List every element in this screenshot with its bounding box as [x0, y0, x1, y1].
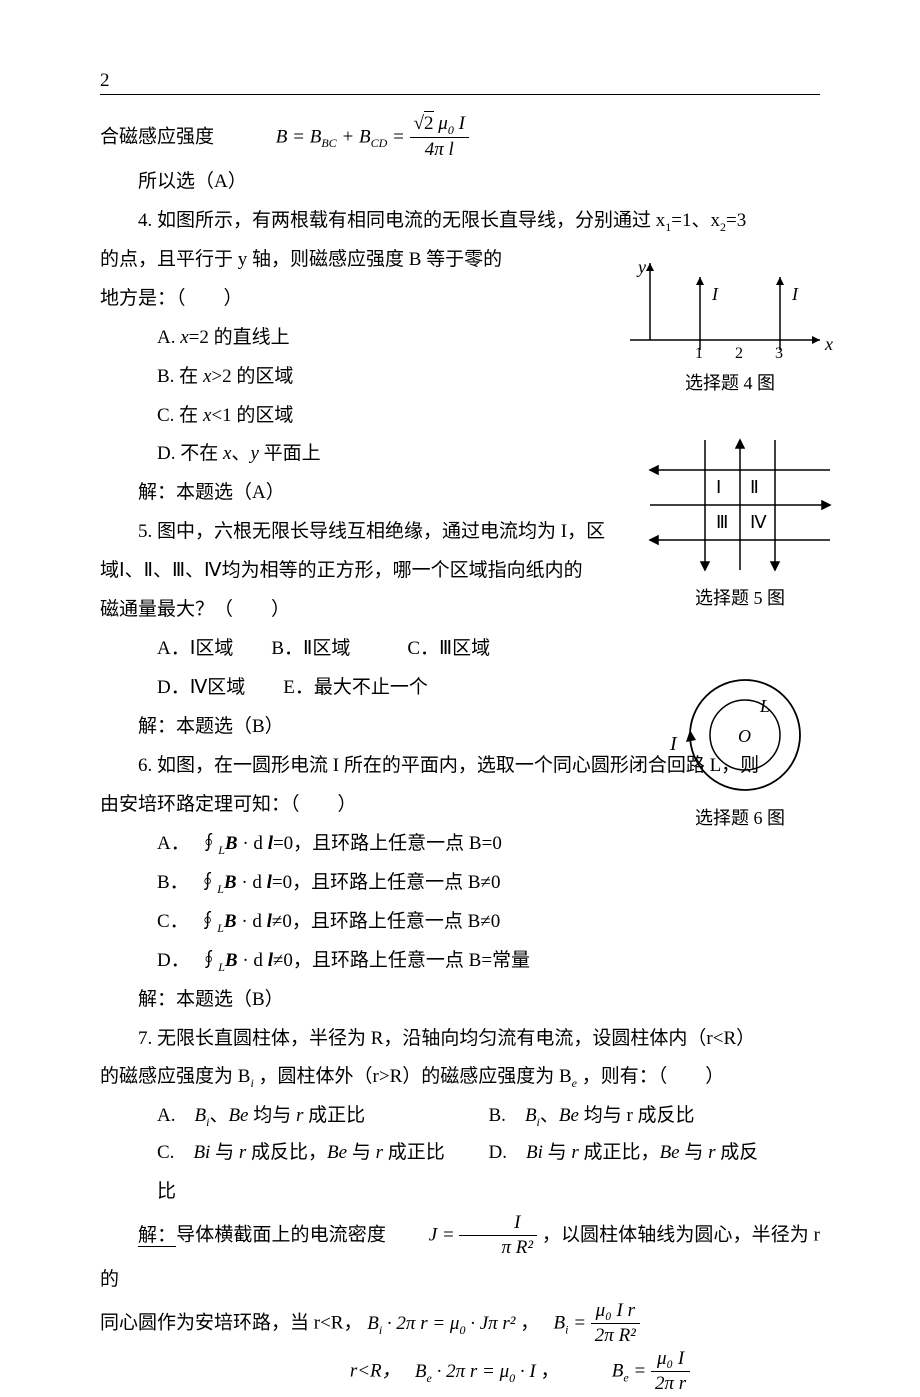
page-number: 2 [100, 70, 820, 95]
fig4-2: 2 [735, 345, 743, 362]
q6-D: D． ∮LB · d l≠0，且环路上任意一点 B=常量 [100, 942, 820, 981]
fig4-x: x [824, 334, 833, 354]
fig4-I2: I [791, 284, 799, 304]
q7-D2: 比 [100, 1173, 820, 1212]
q6-ans: 解：本题选（B） [100, 981, 820, 1020]
fig5-III: Ⅲ [716, 512, 728, 532]
q5-row1: A．Ⅰ区域 B．Ⅱ区域 C．Ⅲ区域 [100, 630, 820, 669]
fig4-y: y [636, 257, 646, 277]
q7-C: C. Bi 与 r 成反比，Be 与 r 成正比 [157, 1134, 489, 1173]
q4-stem1: 4. 如图所示，有两根载有相同电流的无限长直导线，分别通过 x1=1、x2=3 [100, 202, 820, 241]
q6-B: B． ∮LB · d l=0，且环路上任意一点 B≠0 [100, 864, 820, 903]
q7-A: A. Bi、Be 均与 r 成正比 [157, 1097, 489, 1136]
sol-1: 解：导体横截面上的电流密度 J = Iπ R² ，以圆柱体轴线为圆心，半径为 r… [100, 1212, 820, 1299]
q7-D: D. Bi 与 r 成正比，Be 与 r 成反 [489, 1134, 821, 1173]
eq1-label: 合磁感应强度 [100, 126, 271, 147]
fig5-I: Ⅰ [716, 477, 721, 497]
figure-6: I L O 选择题 6 图 [650, 670, 830, 830]
sol-3: r<R， Be · 2π r = μ0 · I ， Be = μ₀ I2π r [100, 1348, 820, 1396]
fig4-I1: I [711, 284, 719, 304]
q7-stem2: 的磁感应强度为 Bi ，圆柱体外（r>R）的磁感应强度为 Be ，则有：（ ） [100, 1058, 820, 1097]
fig4-1: 1 [695, 345, 703, 362]
fig6-O: O [738, 726, 751, 746]
sol-2: 同心圆作为安培环路，当 r<R， Bi · 2π r = μ0 · Jπ r² … [100, 1300, 820, 1348]
fig6-caption: 选择题 6 图 [650, 804, 830, 830]
line-eq1: 合磁感应强度 B = BBC + BCD = √2 μ0 I4π l [100, 113, 820, 163]
l2: 所以选（A） [100, 163, 820, 202]
q7-B: B. Bi、Be 均与 r 成反比 [489, 1097, 821, 1136]
figure-5: Ⅰ Ⅱ Ⅲ Ⅳ 选择题 5 图 [640, 430, 840, 610]
fig5-II: Ⅱ [750, 477, 759, 497]
fig5-caption: 选择题 5 图 [640, 584, 840, 610]
q7-row1: A. Bi、Be 均与 r 成正比 B. Bi、Be 均与 r 成反比 [100, 1097, 820, 1136]
figure-4: y x I I 1 2 3 选择题 4 图 [620, 255, 840, 395]
fig4-3: 3 [775, 345, 783, 362]
q7-row2: C. Bi 与 r 成反比，Be 与 r 成正比 D. Bi 与 r 成正比，B… [100, 1134, 820, 1173]
fig6-I: I [669, 733, 678, 755]
eq1: B = BBC + BCD = √2 μ0 I4π l [276, 113, 469, 163]
q6-A: A． ∮LB · d l=0，且环路上任意一点 B=0 [100, 825, 820, 864]
q6-C: C． ∮LB · d l≠0，且环路上任意一点 B≠0 [100, 903, 820, 942]
fig6-L: L [759, 696, 770, 716]
q7-stem1: 7. 无限长直圆柱体，半径为 R，沿轴向均匀流有电流，设圆柱体内（r<R） [100, 1020, 820, 1059]
fig5-IV: Ⅳ [750, 512, 767, 532]
fig4-caption: 选择题 4 图 [620, 369, 840, 395]
